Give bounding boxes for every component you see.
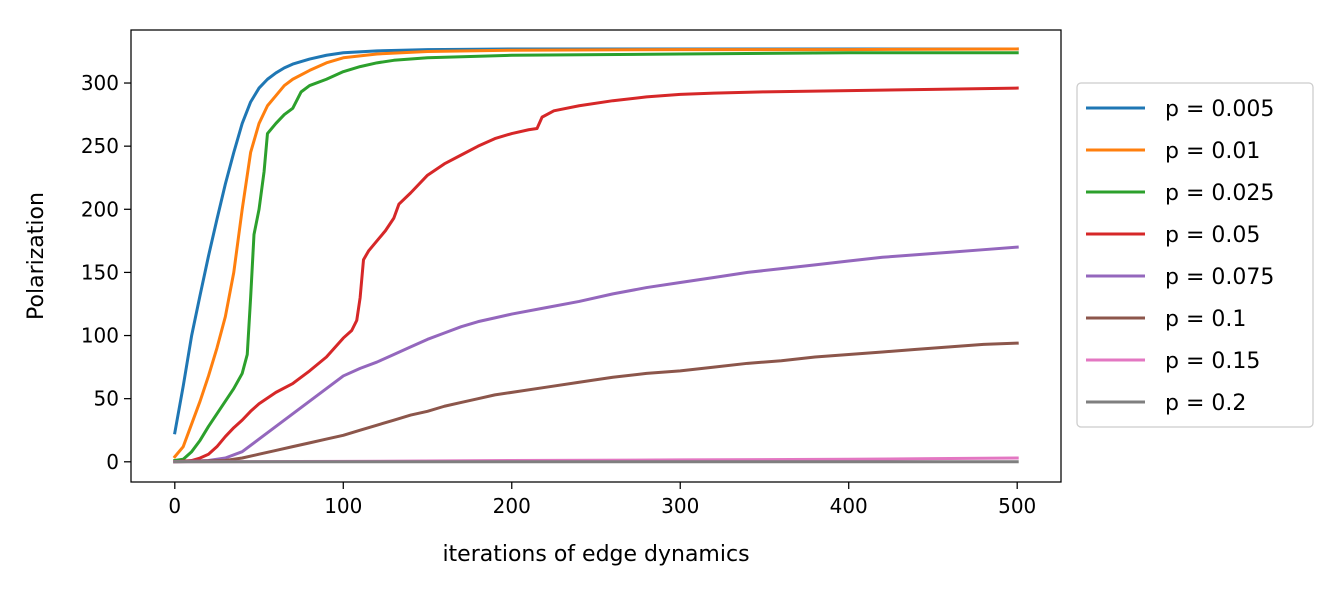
y-tick-label: 250	[81, 134, 119, 158]
y-tick-label: 300	[81, 71, 119, 95]
x-tick-label: 100	[324, 494, 362, 518]
legend-label: p = 0.1	[1165, 307, 1246, 332]
series-line-2	[172, 47, 1019, 459]
legend-label: p = 0.01	[1165, 139, 1260, 164]
legend-label: p = 0.2	[1165, 391, 1246, 416]
series-line-3	[173, 51, 1019, 463]
y-tick-label: 50	[94, 387, 119, 411]
x-tick-label: 300	[661, 494, 699, 518]
legend-box	[1076, 82, 1314, 428]
legend-label: p = 0.15	[1165, 349, 1260, 374]
legend-label: p = 0.075	[1165, 265, 1274, 290]
legend-label: p = 0.05	[1165, 223, 1260, 248]
series-line-4	[173, 86, 1019, 464]
x-tick-label: 400	[830, 494, 868, 518]
series-line-6	[173, 341, 1019, 464]
y-tick-label: 0	[106, 450, 119, 474]
series-line-1	[173, 47, 1019, 435]
legend: p = 0.005 p = 0.01 p = 0.025 p = 0.05 p = 0.…	[1076, 82, 1314, 428]
plot-area-frame	[130, 29, 1062, 483]
series-layer	[172, 47, 1019, 464]
x-tick-label: 200	[493, 494, 531, 518]
legend-label: p = 0.025	[1165, 181, 1274, 206]
x-tick-label: 0	[168, 494, 181, 518]
y-tick-label: 200	[81, 197, 119, 221]
legend-label: p = 0.005	[1165, 97, 1274, 122]
axis-ticks: 0 100 200 300 400 500 0 50 100 150 200 250 300	[81, 71, 1036, 518]
x-tick-label: 500	[998, 494, 1036, 518]
y-tick-label: 100	[81, 324, 119, 348]
series-line-5	[173, 245, 1019, 464]
y-axis-label: Polarization	[24, 192, 49, 320]
x-axis-label: iterations of edge dynamics	[442, 542, 749, 567]
y-tick-label: 150	[81, 260, 119, 284]
